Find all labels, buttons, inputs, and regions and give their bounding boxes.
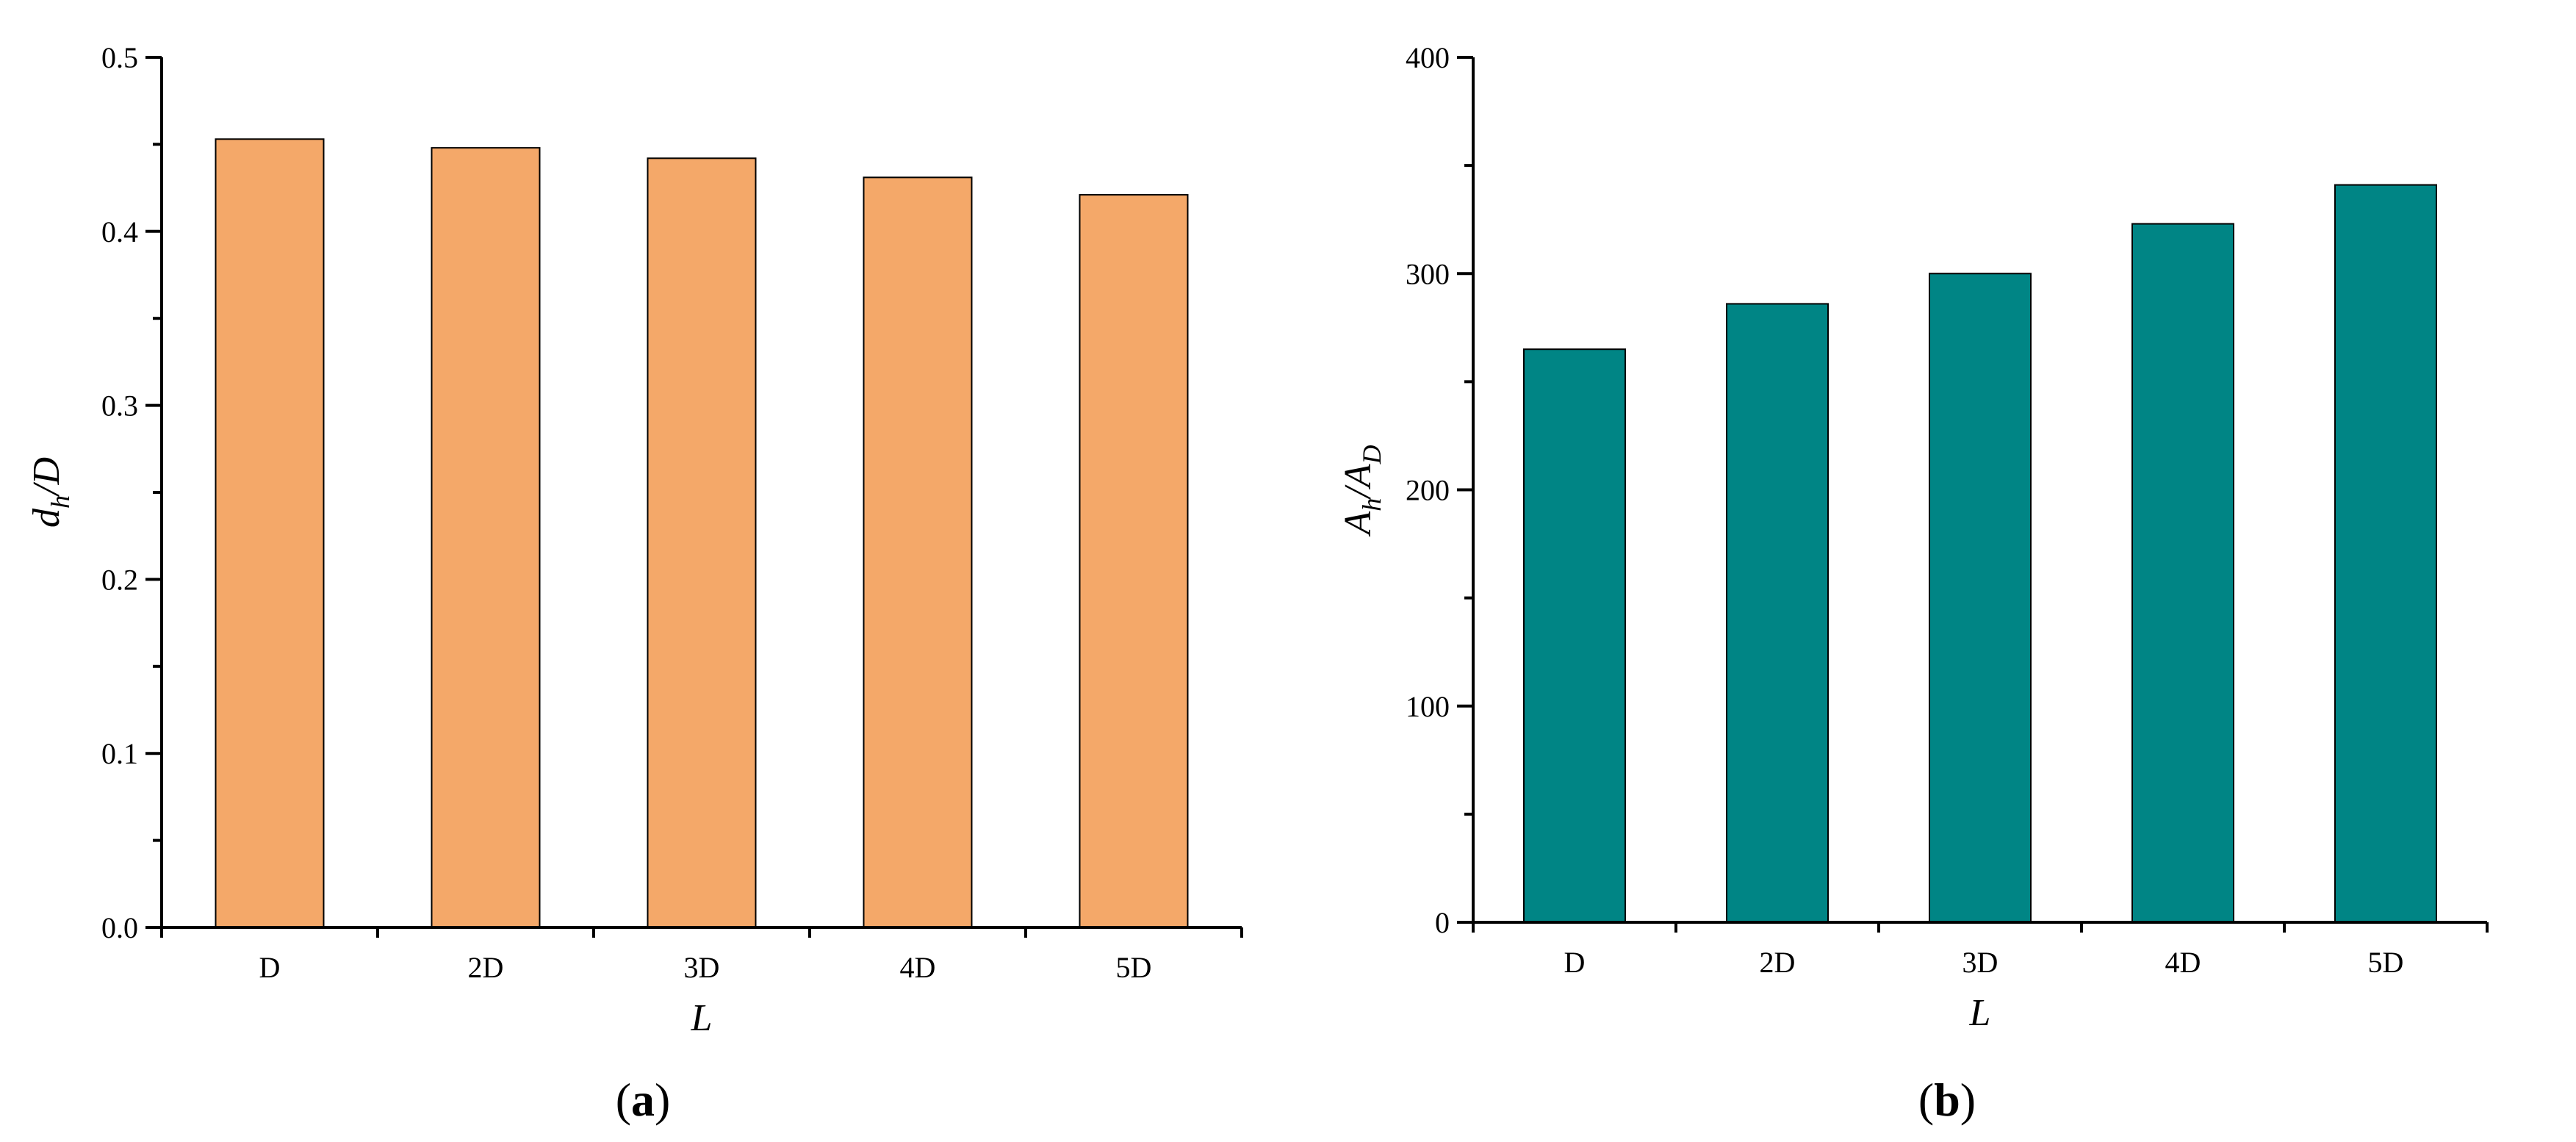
- y-tick-label: 0.5: [101, 41, 138, 74]
- y-axis-title-sub2: D: [1357, 445, 1386, 465]
- bar-5d: [1079, 194, 1189, 928]
- y-tick-label: 0.2: [101, 563, 138, 596]
- y-axis-title-main: A: [1337, 511, 1379, 536]
- x-tick-label: 4D: [2165, 946, 2201, 979]
- y-tick-label: 300: [1406, 257, 1450, 290]
- y-tick-label: 400: [1406, 41, 1450, 74]
- bar-3d: [647, 157, 757, 928]
- x-tick-label: 4D: [900, 951, 936, 984]
- panel-a-chart: 0.0 0.1 0.2 0.3 0.4 0.5 D 2D 3D 4D 5D Ldh/D (a): [26, 41, 1243, 1126]
- x-tick-label: 3D: [1962, 946, 1998, 979]
- x-tick-label: 3D: [684, 951, 720, 984]
- x-tick-label: D: [1564, 946, 1586, 979]
- panel-label: (a): [616, 1074, 671, 1126]
- x-axis-title: L: [1969, 992, 1991, 1034]
- bar-2d: [1726, 303, 1829, 923]
- y-tick-label: 0.4: [101, 215, 138, 248]
- bar-d: [215, 138, 325, 928]
- panel-label: (b): [1918, 1074, 1976, 1126]
- x-tick-label: 2D: [1760, 946, 1796, 979]
- y-axis-title-main: d: [26, 508, 68, 528]
- y-axis-title-tail: /A: [1337, 464, 1379, 500]
- x-tick-label: 2D: [468, 951, 504, 984]
- y-tick-label: 0.3: [101, 389, 138, 423]
- bar-d: [1523, 348, 1626, 923]
- y-tick-label: 0: [1435, 906, 1450, 939]
- x-axis-title: L: [691, 997, 713, 1039]
- y-tick-label: 200: [1406, 474, 1450, 507]
- bar-2d: [431, 147, 541, 929]
- y-axis-title-tail: /D: [26, 457, 68, 498]
- y-axis-title-sub: h: [46, 495, 75, 509]
- y-tick-label: 0.0: [101, 911, 138, 944]
- y-axis-title-sub: h: [1357, 498, 1386, 511]
- bar-5d: [2334, 184, 2437, 924]
- bar-3d: [1929, 273, 2032, 923]
- bar-4d: [863, 176, 973, 928]
- x-tick-label: D: [259, 951, 281, 984]
- y-tick-label: 100: [1406, 690, 1450, 723]
- y-axis-title: Ah/AD: [1337, 445, 1386, 537]
- y-axis-title: dh/D: [26, 457, 75, 528]
- x-tick-label: 5D: [1116, 951, 1152, 984]
- x-tick-label: 5D: [2368, 946, 2404, 979]
- y-tick-label: 0.1: [101, 737, 138, 770]
- bar-4d: [2131, 223, 2234, 923]
